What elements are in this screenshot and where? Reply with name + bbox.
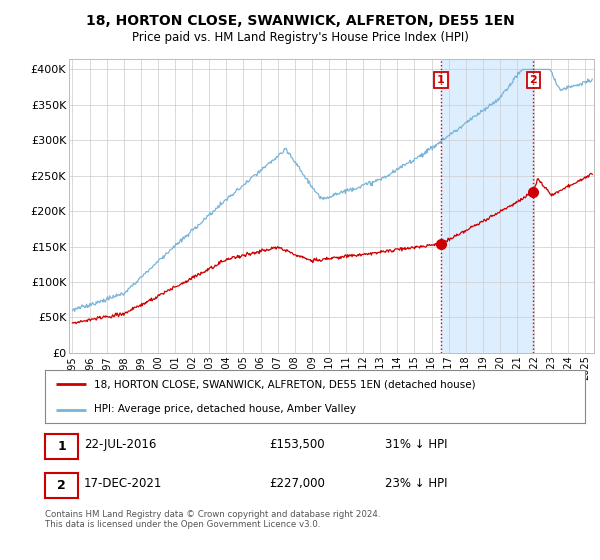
Text: £227,000: £227,000 xyxy=(269,477,325,491)
Text: 1: 1 xyxy=(57,440,66,453)
Text: 31% ↓ HPI: 31% ↓ HPI xyxy=(385,438,447,451)
Text: Price paid vs. HM Land Registry's House Price Index (HPI): Price paid vs. HM Land Registry's House … xyxy=(131,31,469,44)
Text: 17-DEC-2021: 17-DEC-2021 xyxy=(84,477,163,491)
Text: HPI: Average price, detached house, Amber Valley: HPI: Average price, detached house, Ambe… xyxy=(94,404,356,414)
Text: £153,500: £153,500 xyxy=(269,438,325,451)
Text: 18, HORTON CLOSE, SWANWICK, ALFRETON, DE55 1EN (detached house): 18, HORTON CLOSE, SWANWICK, ALFRETON, DE… xyxy=(94,380,475,390)
Text: 22-JUL-2016: 22-JUL-2016 xyxy=(84,438,157,451)
Text: 2: 2 xyxy=(530,75,538,85)
Text: 23% ↓ HPI: 23% ↓ HPI xyxy=(385,477,447,491)
Text: 2: 2 xyxy=(57,479,66,492)
Bar xyxy=(441,59,533,353)
Text: 1: 1 xyxy=(437,75,445,85)
Text: Contains HM Land Registry data © Crown copyright and database right 2024.
This d: Contains HM Land Registry data © Crown c… xyxy=(45,510,380,529)
Text: 18, HORTON CLOSE, SWANWICK, ALFRETON, DE55 1EN: 18, HORTON CLOSE, SWANWICK, ALFRETON, DE… xyxy=(86,14,514,28)
